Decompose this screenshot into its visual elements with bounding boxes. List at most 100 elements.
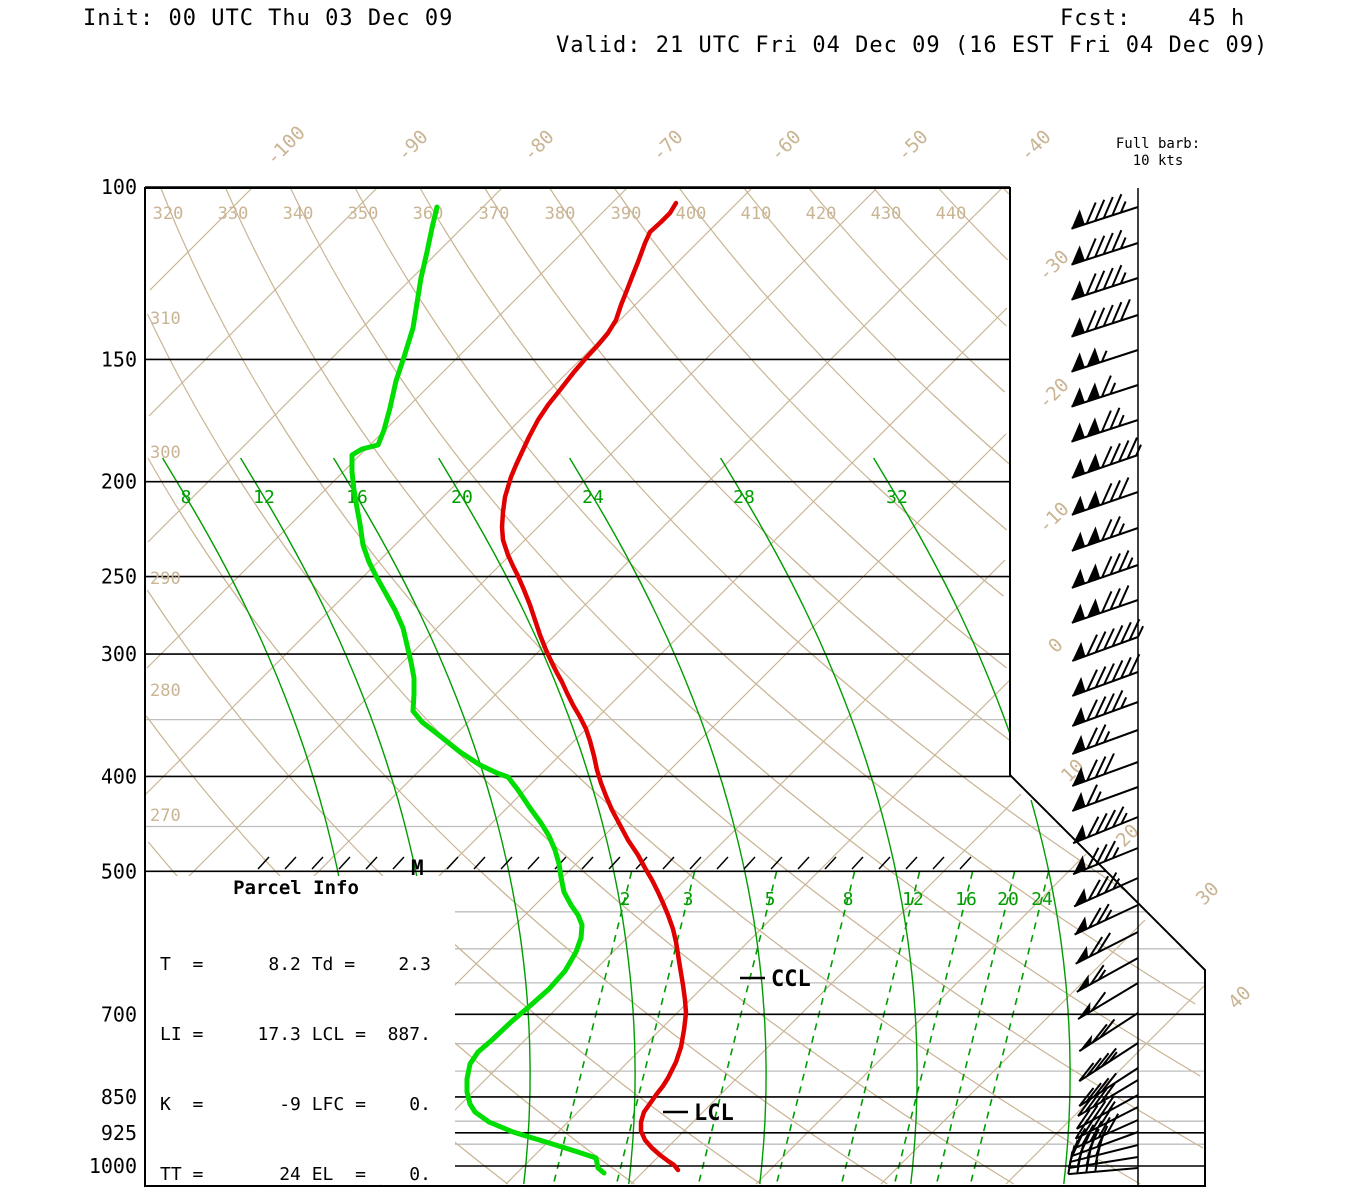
init-time-text: Init: 00 UTC Thu 03 Dec 09 [83, 6, 454, 31]
moist-adiabat-labels: 8 12 16 20 24 28 32 [181, 487, 908, 508]
wind-barb [1073, 872, 1139, 908]
wind-barb-column [1067, 188, 1145, 1186]
moist-adiabat-label: 24 [582, 487, 604, 508]
mixing-ratio-label: 3 [683, 889, 694, 910]
moist-adiabat-label: 20 [451, 487, 473, 508]
dry-adiabat-labels: 320 330 340 350 360 370 380 390 400 410 420 430 4403… [150, 204, 966, 826]
major-pressure-lines [145, 186, 1205, 1167]
pressure-label: 150 [101, 347, 137, 371]
moist-adiabat-label: 28 [733, 487, 755, 508]
dry-adiabat-label: 270 [150, 806, 181, 826]
barb-legend-line2: 10 kts [1132, 153, 1184, 169]
pressure-label: 700 [101, 1002, 137, 1026]
dry-adiabat-label: 300 [150, 443, 181, 463]
pressure-axis-labels: 100 150 200 250 300 400 500 700 850 925 1000 [89, 175, 137, 1178]
isotherm-label: 0 [1044, 634, 1068, 658]
pressure-label: 500 [101, 859, 137, 883]
mixing-ratio-label: 12 [902, 889, 924, 910]
isotherm-label: -80 [519, 126, 559, 166]
dry-adiabat-label: 340 [283, 204, 314, 224]
dry-adiabat-label: 380 [545, 204, 576, 224]
wind-barb [1071, 437, 1142, 479]
dry-adiabat-label: 430 [871, 204, 902, 224]
pressure-label: 300 [101, 642, 137, 666]
wind-barb [1078, 1012, 1139, 1052]
wind-barb [1071, 724, 1139, 755]
wind-barb [1074, 903, 1139, 936]
mixing-ratio-label: 2 [620, 889, 631, 910]
wind-barb [1071, 585, 1139, 624]
parcel-info-block: T = 8.2 Td = 2.3 LI = 17.3 LCL = 887. K … [160, 906, 431, 1200]
dry-adiabat-label: 290 [150, 569, 181, 589]
pressure-label: 400 [101, 764, 137, 788]
mixing-ratio-labels: 2 3 5 8 12 16 20 24 [620, 889, 1053, 910]
wind-barb [1071, 618, 1145, 662]
mixing-ratio-lines [552, 871, 1050, 1187]
parcel-info-box [146, 876, 455, 1184]
wind-barb [1072, 806, 1139, 845]
isotherm-label: -20 [1034, 374, 1074, 414]
dry-adiabat-label: 440 [936, 204, 967, 224]
wind-barb [1071, 689, 1139, 727]
dry-adiabat-label: 280 [150, 681, 181, 701]
parcel-line: K = -9 LFC = 0. [160, 1094, 431, 1116]
wind-barb [1071, 550, 1139, 589]
forecast-hour-text: Fcst: 45 h [1060, 6, 1246, 31]
wind-barb [1078, 1042, 1139, 1082]
dry-adiabat-label: 350 [348, 204, 379, 224]
wind-barb [1076, 957, 1139, 993]
level-markers: CCL LCL [663, 967, 811, 1126]
dry-adiabat-label: 410 [741, 204, 772, 224]
isotherm-label: -40 [1016, 126, 1056, 166]
chart-frame [144, 187, 1206, 1187]
pressure-label: 850 [101, 1085, 137, 1109]
hatch-500mb: M [257, 856, 972, 880]
temperature-curve [499, 200, 689, 1173]
ccl-marker: CCL [771, 967, 811, 992]
mixing-ratio-label: 16 [955, 889, 977, 910]
isotherm-label: -90 [393, 126, 433, 166]
parcel-line: T = 8.2 Td = 2.3 [160, 953, 431, 975]
barb-legend-line1: Full barb: [1115, 136, 1201, 152]
wind-barb [1067, 1149, 1139, 1176]
isotherm-label: -100 [262, 122, 310, 170]
wind-barb [1072, 840, 1139, 876]
wind-barb [1071, 299, 1139, 338]
pressure-label: 200 [101, 470, 137, 494]
pressure-label: 1000 [89, 1154, 137, 1178]
lcl-marker: LCL [694, 1101, 734, 1126]
dry-adiabat-label: 390 [611, 204, 642, 224]
wind-barb [1075, 931, 1139, 965]
wind-barb [1077, 1079, 1139, 1117]
isotherm-label: 30 [1192, 878, 1224, 910]
valid-time-text: Valid: 21 UTC Fri 04 Dec 09 (16 EST Fri … [556, 33, 1269, 58]
dry-adiabat-label: 400 [676, 204, 707, 224]
parcel-info-title: Parcel Info [233, 877, 359, 899]
isotherm-label: -30 [1034, 246, 1074, 286]
parcel-line: TT = 24 EL = 0. [160, 1164, 431, 1186]
mixing-ratio-label: 20 [997, 889, 1019, 910]
wind-barb [1071, 753, 1139, 787]
dry-adiabat-label: 370 [479, 204, 510, 224]
wind-barb [1071, 516, 1139, 552]
wind-barb [1071, 375, 1139, 408]
pressure-label: 100 [101, 175, 137, 199]
wind-barb [1071, 653, 1141, 697]
isotherm-label: -60 [766, 126, 806, 166]
isotherm-label: -10 [1034, 498, 1074, 538]
pressure-label: 925 [101, 1121, 137, 1145]
wind-barb [1071, 229, 1139, 266]
pressure-label: 250 [101, 565, 137, 589]
wind-barb [1071, 477, 1139, 516]
dewpoint-curve [349, 204, 607, 1176]
mixing-ratio-label: 5 [765, 889, 776, 910]
dry-adiabat-label: 330 [218, 204, 249, 224]
wind-barb [1077, 982, 1139, 1020]
dry-adiabat-label: 310 [150, 309, 181, 329]
parcel-line: LI = 17.3 LCL = 887. [160, 1024, 431, 1046]
moist-adiabat-label: 32 [886, 487, 908, 508]
wind-barb [1071, 407, 1139, 443]
mixing-ratio-label: 24 [1031, 889, 1053, 910]
wind-barb [1071, 264, 1139, 301]
